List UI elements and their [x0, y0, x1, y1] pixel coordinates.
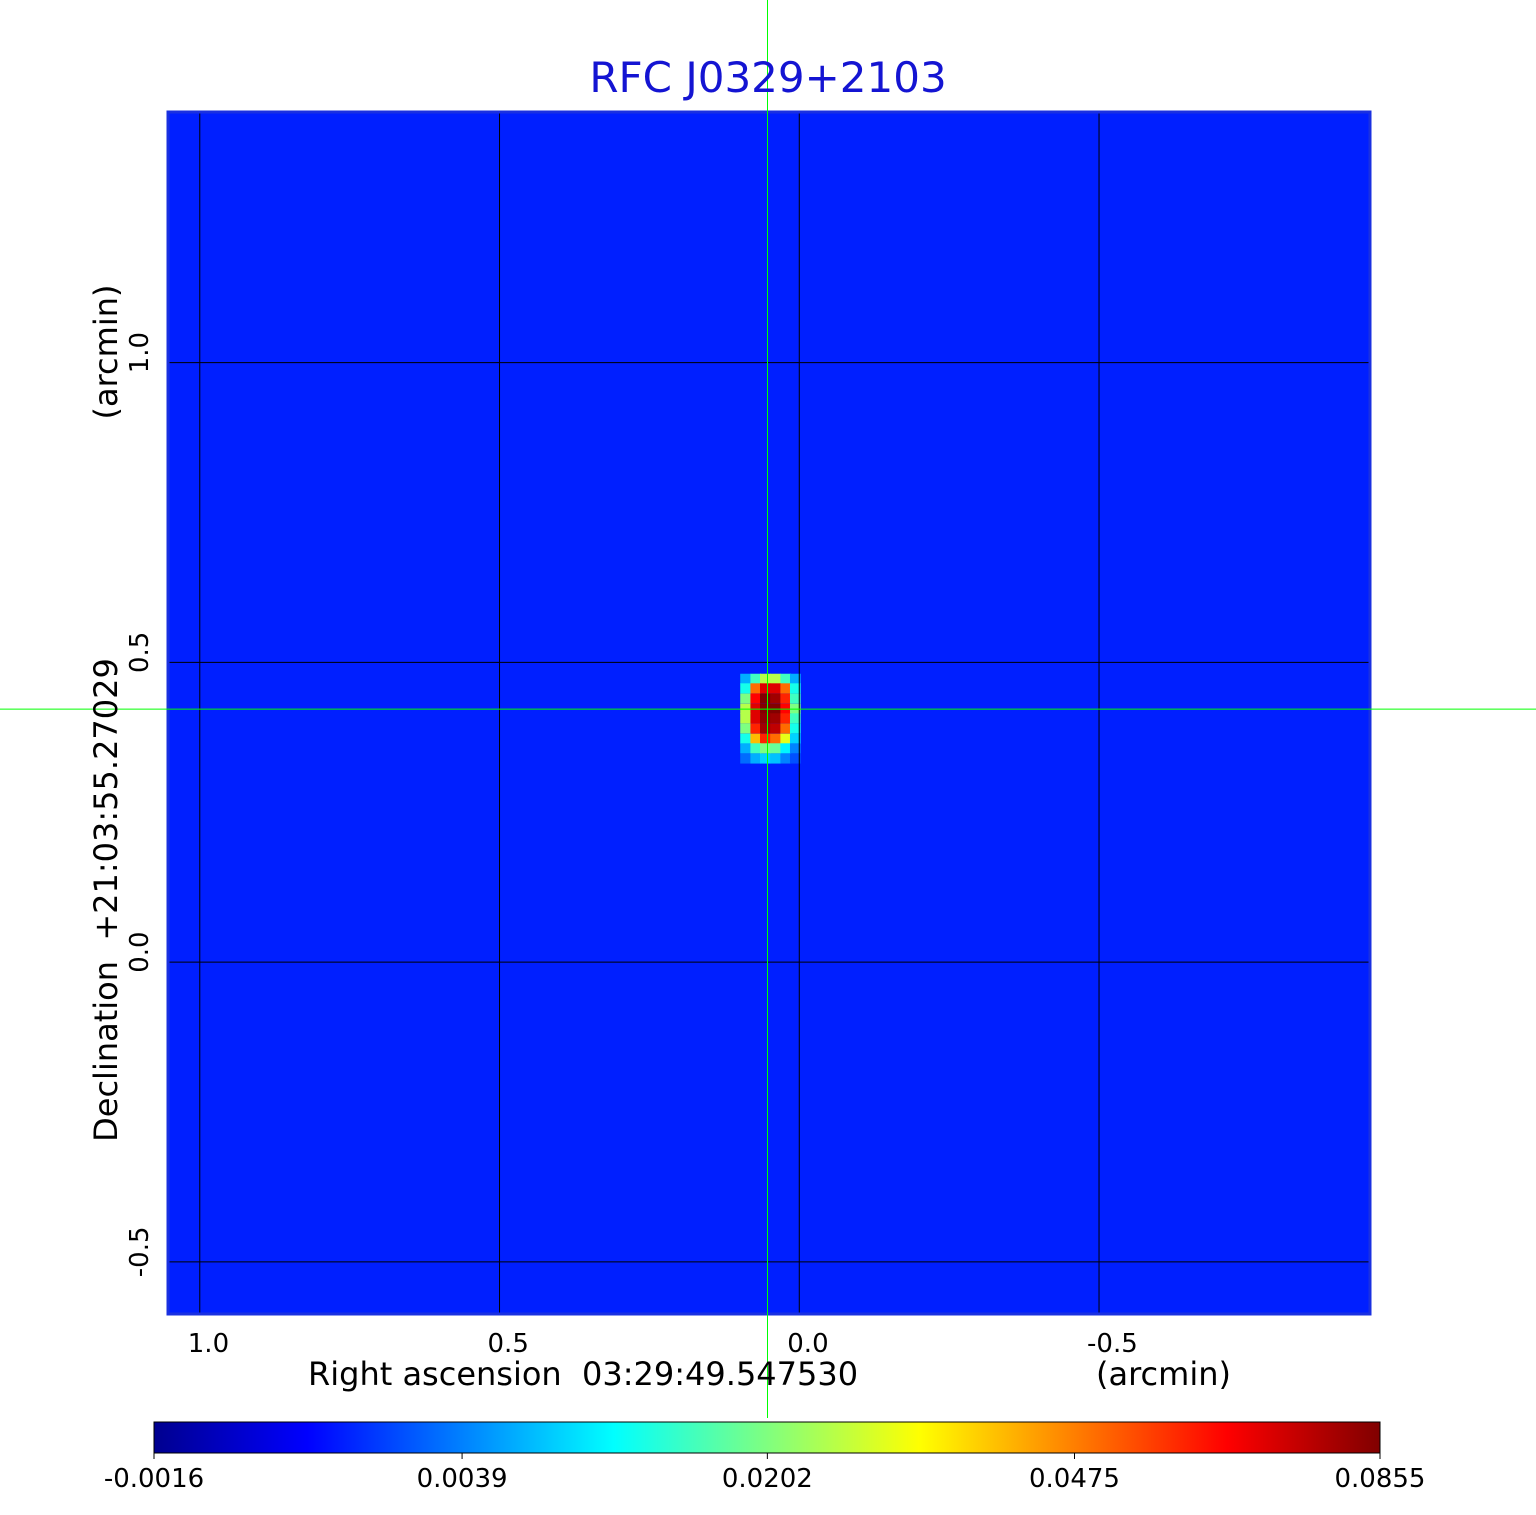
image-pixel	[740, 693, 751, 704]
plot-frame	[166, 110, 1372, 1316]
image-pixel	[750, 683, 762, 694]
image-pixel	[740, 743, 751, 754]
image-pixel	[750, 753, 762, 764]
image-pixel	[770, 753, 781, 764]
image-pixel	[760, 743, 771, 754]
x-tick-label: -0.5	[1087, 1329, 1138, 1359]
x-axis-unit: (arcmin)	[1096, 1355, 1231, 1393]
image-pixel	[789, 693, 801, 704]
image-pixel	[770, 713, 781, 724]
image-pixel	[760, 713, 771, 724]
image-pixel	[770, 733, 781, 744]
y-axis-label: Declination +21:03:55.27029	[87, 658, 125, 1142]
image-pixel	[740, 683, 751, 694]
colorbar-tick-label: 0.0475	[1029, 1464, 1120, 1494]
image-pixel	[740, 713, 751, 724]
image-pixel	[789, 733, 801, 744]
image-pixel	[750, 723, 762, 734]
colorbar-tick-label: -0.0016	[104, 1464, 204, 1494]
image-pixel	[780, 733, 792, 744]
y-tick-label: 0.5	[125, 632, 155, 673]
image-pixel	[789, 673, 801, 684]
image-pixel	[780, 673, 792, 684]
image-pixel	[760, 723, 771, 734]
image-pixel	[760, 673, 771, 684]
colorbar-tick-label: 0.0855	[1335, 1464, 1426, 1494]
image-pixel	[760, 733, 771, 744]
y-tick-label: -0.5	[125, 1226, 155, 1277]
image-pixel	[750, 673, 762, 684]
colorbar	[153, 1421, 1381, 1454]
image-pixel	[789, 683, 801, 694]
image-pixel	[770, 683, 781, 694]
image-pixel	[789, 743, 801, 754]
colorbar-tick-label: 0.0202	[722, 1464, 813, 1494]
x-tick-label: 0.5	[488, 1329, 529, 1359]
image-pixel	[770, 743, 781, 754]
image-pixel	[740, 723, 751, 734]
image-pixel	[770, 673, 781, 684]
image-pixel	[760, 693, 771, 704]
image-pixel	[750, 693, 762, 704]
image-pixel	[760, 683, 771, 694]
overlay: 1.0 0.5 0.0 -0.5 1.0 0.5 0.0 -0.5	[0, 0, 1536, 1418]
image-pixel	[770, 693, 781, 704]
image-pixel	[780, 723, 792, 734]
x-tick-label: 0.0	[787, 1329, 828, 1359]
image-pixel	[740, 733, 751, 744]
image-pixel	[780, 683, 792, 694]
y-tick-label: 0.0	[125, 931, 155, 972]
x-tick-label: 1.0	[188, 1329, 229, 1359]
y-axis-unit: (arcmin)	[87, 285, 125, 420]
image-pixel	[789, 713, 801, 724]
y-tick-label: 1.0	[125, 332, 155, 373]
image-pixel	[770, 723, 781, 734]
image-pixel	[750, 733, 762, 744]
image-pixel	[750, 743, 762, 754]
image-pixel	[740, 673, 751, 684]
image-pixel	[780, 753, 792, 764]
image-pixel	[780, 713, 792, 724]
image-pixel	[789, 753, 801, 764]
image-pixel	[750, 713, 762, 724]
colorbar-tick-label: 0.0039	[417, 1464, 508, 1494]
image-pixel	[789, 723, 801, 734]
image-pixel	[780, 743, 792, 754]
plot-area	[168, 112, 1370, 1314]
image-pixel	[740, 753, 751, 764]
image-pixel	[780, 693, 792, 704]
image-pixel	[760, 753, 771, 764]
x-axis-label: Right ascension 03:29:49.547530	[308, 1355, 858, 1393]
chart-title: RFC J0329+2103	[589, 53, 946, 102]
